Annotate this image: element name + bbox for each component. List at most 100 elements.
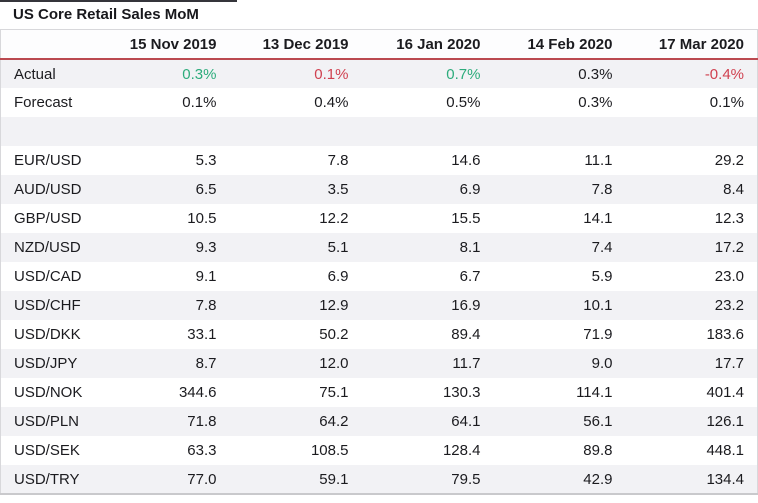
value-cell: 17.7 [714, 355, 744, 372]
table-row: USD/PLN 71.8 64.2 64.1 56.1 126.1 [0, 407, 758, 436]
value-cell: 50.2 [319, 326, 349, 343]
value-cell: 0.4% [314, 94, 349, 111]
value-cell: 23.0 [714, 268, 744, 285]
value-cell: 6.9 [327, 268, 349, 285]
table-row: USD/CHF 7.8 12.9 16.9 10.1 23.2 [0, 291, 758, 320]
value-cell: 183.6 [706, 326, 744, 343]
value-cell: 79.5 [451, 470, 481, 488]
value-cell: 130.3 [442, 384, 481, 401]
value-cell: 7.4 [591, 239, 613, 256]
page-title: US Core Retail Sales MoM [13, 6, 199, 23]
row-label: Actual [14, 65, 56, 83]
value-cell: 9.0 [591, 355, 613, 372]
value-cell: 0.3% [578, 65, 613, 83]
table-row: Actual 0.3% 0.1% 0.7% 0.3% -0.4% [0, 59, 758, 88]
value-cell: 0.1% [709, 94, 744, 111]
value-cell: 14.1 [583, 210, 613, 227]
value-cell: 75.1 [319, 384, 349, 401]
value-cell: 126.1 [706, 413, 744, 430]
row-label: GBP/USD [14, 210, 82, 227]
value-cell: 64.1 [451, 413, 481, 430]
row-label: NZD/USD [14, 239, 81, 256]
value-cell: 14.6 [451, 152, 481, 169]
value-cell: 77.0 [187, 470, 217, 488]
row-label: AUD/USD [14, 181, 82, 198]
value-cell: 10.5 [187, 210, 217, 227]
value-cell: 9.1 [195, 268, 217, 285]
value-cell: 11.7 [452, 355, 481, 372]
row-label [1, 117, 98, 146]
value-cell: 56.1 [583, 413, 613, 430]
value-cell: 7.8 [327, 152, 349, 169]
value-cell: 7.8 [591, 181, 613, 198]
top-edge-line [0, 0, 237, 2]
value-cell: 0.5% [446, 94, 481, 111]
value-cell: 89.4 [451, 326, 481, 343]
spacer-row [0, 117, 758, 146]
value-cell: 108.5 [310, 442, 349, 459]
value-cell: 0.7% [446, 65, 481, 83]
value-cell [98, 117, 230, 146]
value-cell: 7.8 [195, 297, 217, 314]
value-cell: 63.3 [187, 442, 217, 459]
value-cell [626, 117, 758, 146]
value-cell: 401.4 [706, 384, 744, 401]
header-empty-cell [0, 29, 98, 60]
header-row: 15 Nov 2019 13 Dec 2019 16 Jan 2020 14 Feb … [0, 29, 758, 60]
column-header: 16 Jan 2020 [361, 29, 494, 60]
value-cell: 16.9 [451, 297, 481, 314]
column-header: 13 Dec 2019 [229, 29, 362, 60]
value-cell: 59.1 [319, 470, 349, 488]
row-label: USD/DKK [14, 326, 81, 343]
value-cell: 5.3 [195, 152, 217, 169]
table-row: USD/DKK 33.1 50.2 89.4 71.9 183.6 [0, 320, 758, 349]
row-label: USD/PLN [14, 413, 80, 430]
table-row: AUD/USD 6.5 3.5 6.9 7.8 8.4 [0, 175, 758, 204]
data-table: 15 Nov 2019 13 Dec 2019 16 Jan 2020 14 Feb … [0, 29, 758, 495]
value-cell: 42.9 [583, 470, 613, 488]
value-cell: 114.1 [576, 384, 613, 401]
value-cell: 12.2 [319, 210, 349, 227]
value-cell: 8.7 [195, 355, 217, 372]
row-label: Forecast [14, 94, 73, 111]
table-row: USD/SEK 63.3 108.5 128.4 89.8 448.1 [0, 436, 758, 465]
row-label: USD/CAD [14, 268, 82, 285]
table-row: NZD/USD 9.3 5.1 8.1 7.4 17.2 [0, 233, 758, 262]
value-cell: 6.9 [459, 181, 481, 198]
value-cell: 3.5 [327, 181, 349, 198]
value-cell: 64.2 [319, 413, 349, 430]
table-row: Forecast 0.1% 0.4% 0.5% 0.3% 0.1% [0, 88, 758, 117]
value-cell: 128.4 [442, 442, 481, 459]
value-cell: 448.1 [706, 442, 744, 459]
value-cell: 6.5 [195, 181, 217, 198]
value-cell: -0.4% [704, 65, 744, 83]
table-row: USD/TRY 77.0 59.1 79.5 42.9 134.4 [0, 465, 758, 494]
value-cell: 15.5 [451, 210, 481, 227]
table-row: EUR/USD 5.3 7.8 14.6 11.1 29.2 [0, 146, 758, 175]
table-row: USD/CAD 9.1 6.9 6.7 5.9 23.0 [0, 262, 758, 291]
table-body: Actual 0.3% 0.1% 0.7% 0.3% -0.4% Forecast 0.1% 0… [0, 59, 758, 494]
value-cell [362, 117, 494, 146]
row-label: USD/CHF [14, 297, 81, 314]
value-cell: 5.9 [591, 268, 613, 285]
row-label: USD/SEK [14, 442, 80, 459]
value-cell: 8.1 [459, 239, 481, 256]
value-cell: 71.8 [187, 413, 217, 430]
table-row: USD/NOK 344.6 75.1 130.3 114.1 401.4 [0, 378, 758, 407]
value-cell: 12.0 [319, 355, 349, 372]
value-cell: 33.1 [187, 326, 217, 343]
table-row: GBP/USD 10.5 12.2 15.5 14.1 12.3 [0, 204, 758, 233]
column-header: 17 Mar 2020 [625, 29, 758, 60]
row-label: EUR/USD [14, 152, 82, 169]
value-cell: 0.3% [578, 94, 613, 111]
value-cell: 0.1% [314, 65, 349, 83]
column-header: 14 Feb 2020 [493, 29, 626, 60]
table-row: USD/JPY 8.7 12.0 11.7 9.0 17.7 [0, 349, 758, 378]
value-cell [230, 117, 362, 146]
value-cell: 71.9 [583, 326, 613, 343]
value-cell: 12.9 [319, 297, 349, 314]
value-cell: 9.3 [195, 239, 217, 256]
value-cell: 0.1% [182, 94, 217, 111]
value-cell: 6.7 [459, 268, 481, 285]
